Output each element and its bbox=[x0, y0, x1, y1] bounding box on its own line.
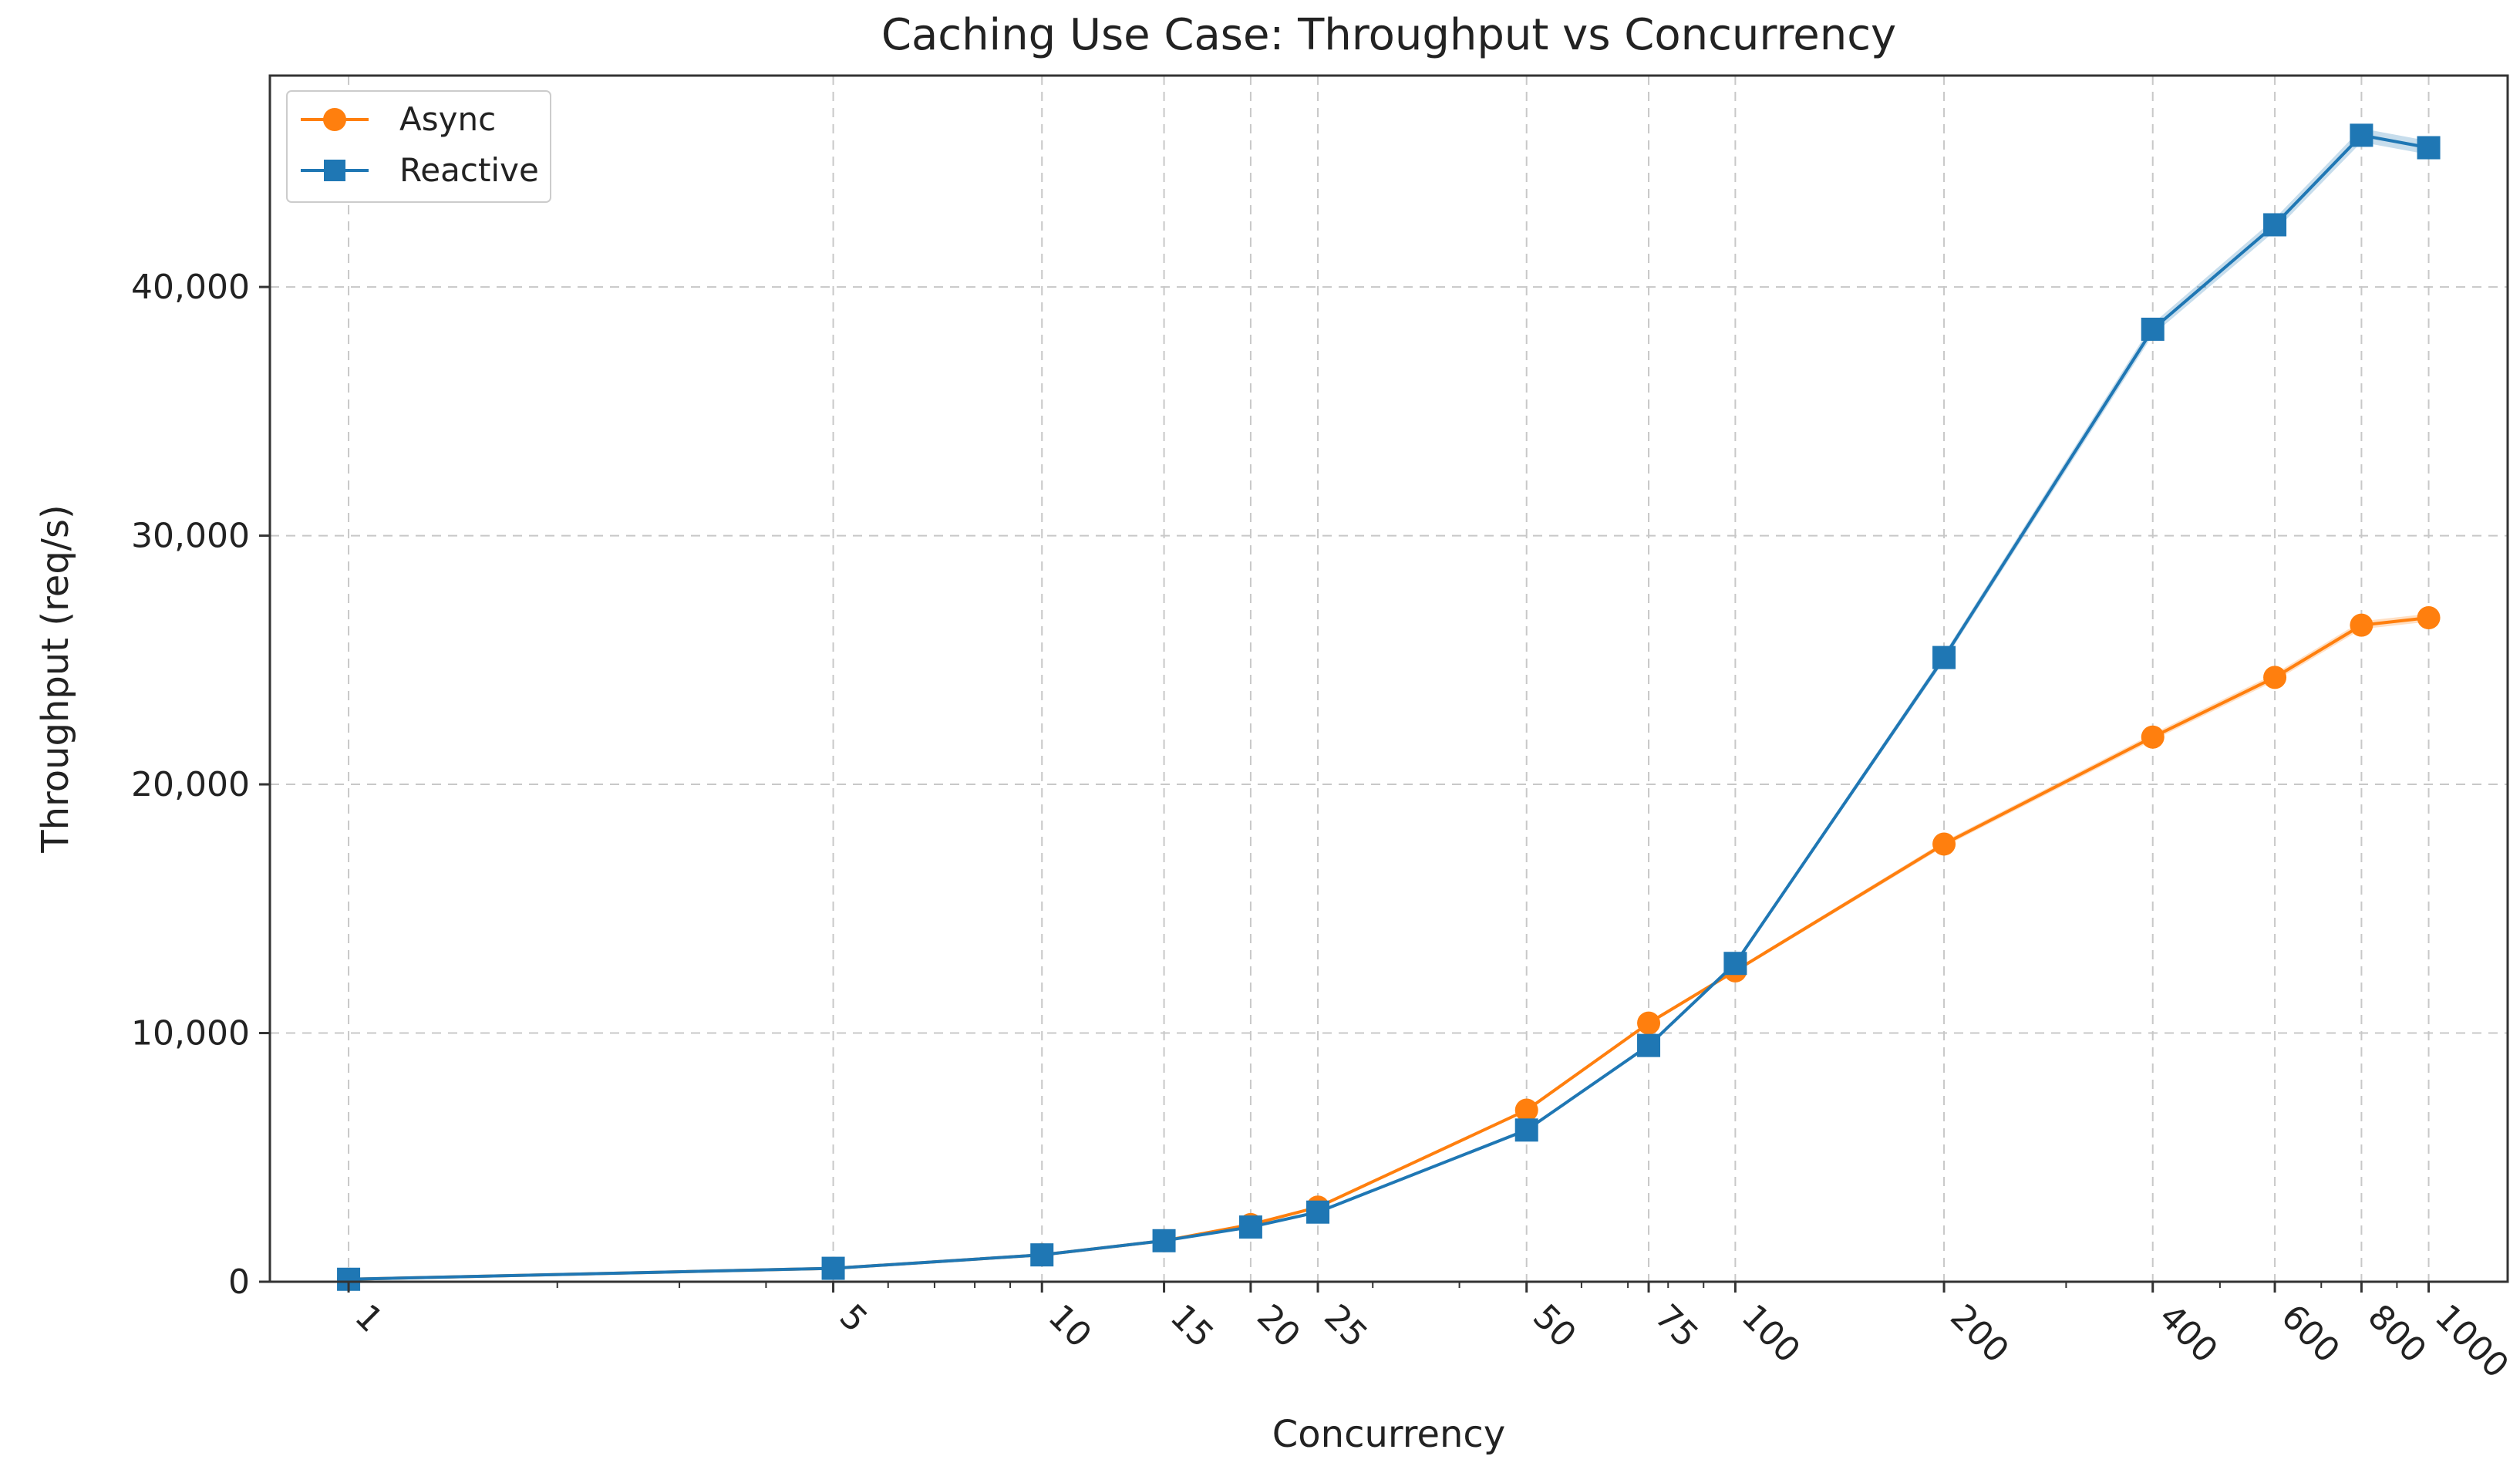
reactive-data-point bbox=[2263, 213, 2287, 237]
reactive-data-point bbox=[821, 1256, 845, 1280]
legend-async-label: Async bbox=[399, 100, 496, 138]
reactive-data-point bbox=[1152, 1229, 1176, 1252]
chart-title: Caching Use Case: Throughput vs Concurre… bbox=[881, 10, 1896, 60]
x-tick-label: 75 bbox=[1647, 1297, 1706, 1356]
reactive-data-point bbox=[1637, 1033, 1661, 1057]
reactive-data-point bbox=[2350, 123, 2373, 147]
x-tick-label: 600 bbox=[2273, 1297, 2346, 1370]
async-data-point bbox=[1932, 832, 1956, 856]
reactive-confidence-band bbox=[349, 128, 2429, 1279]
reactive-data-point bbox=[1238, 1215, 1262, 1239]
async-data-point bbox=[1637, 1011, 1661, 1035]
async-series-line bbox=[349, 616, 2429, 1281]
legend-async-marker bbox=[323, 108, 346, 131]
x-tick-label: 1000 bbox=[2427, 1297, 2516, 1386]
legend-reactive-marker bbox=[324, 160, 345, 181]
x-axis-title: Concurrency bbox=[1272, 1413, 1505, 1456]
async-data-point bbox=[1514, 1098, 1538, 1122]
reactive-series-line bbox=[349, 133, 2429, 1281]
reactive-data-point bbox=[1723, 952, 1747, 976]
x-tick-label: 5 bbox=[832, 1297, 875, 1340]
x-tick-label: 800 bbox=[2360, 1297, 2434, 1370]
legend: Async Reactive bbox=[286, 90, 551, 203]
grid-layer bbox=[270, 76, 2508, 1283]
reactive-data-point bbox=[2141, 317, 2165, 341]
plot-frame bbox=[268, 74, 2509, 1283]
reactive-data-point bbox=[1030, 1243, 1054, 1267]
reactive-data-point bbox=[1306, 1200, 1330, 1224]
reactive-data-point bbox=[2417, 136, 2441, 160]
async-data-point bbox=[2263, 666, 2287, 689]
y-tick-label: 40,000 bbox=[131, 268, 250, 307]
reactive-data-point bbox=[1932, 645, 1956, 669]
x-tick-label: 1 bbox=[347, 1297, 390, 1340]
reactive-data-point bbox=[1514, 1118, 1538, 1142]
async-data-point bbox=[2350, 613, 2373, 637]
x-tick-label: 15 bbox=[1163, 1297, 1221, 1356]
y-tick-label: 30,000 bbox=[131, 517, 250, 556]
async-confidence-band bbox=[349, 613, 2429, 1279]
async-data-point bbox=[2141, 725, 2165, 749]
y-axis-title: Throughput (req/s) bbox=[34, 504, 77, 853]
y-tick-label: 10,000 bbox=[131, 1014, 250, 1053]
x-tick-label: 10 bbox=[1040, 1297, 1099, 1356]
y-tick-label: 20,000 bbox=[131, 765, 250, 804]
x-tick-label: 400 bbox=[2151, 1297, 2225, 1370]
x-tick-label: 100 bbox=[1734, 1297, 1807, 1370]
x-tick-label: 20 bbox=[1249, 1297, 1308, 1356]
y-tick-label: 0 bbox=[228, 1262, 250, 1302]
x-tick-label: 50 bbox=[1525, 1297, 1584, 1356]
x-tick-label: 25 bbox=[1316, 1297, 1375, 1356]
legend-reactive-label: Reactive bbox=[399, 151, 539, 189]
async-data-point bbox=[2417, 605, 2441, 629]
x-tick-label: 200 bbox=[1942, 1297, 2016, 1370]
series-layer bbox=[337, 123, 2441, 1291]
